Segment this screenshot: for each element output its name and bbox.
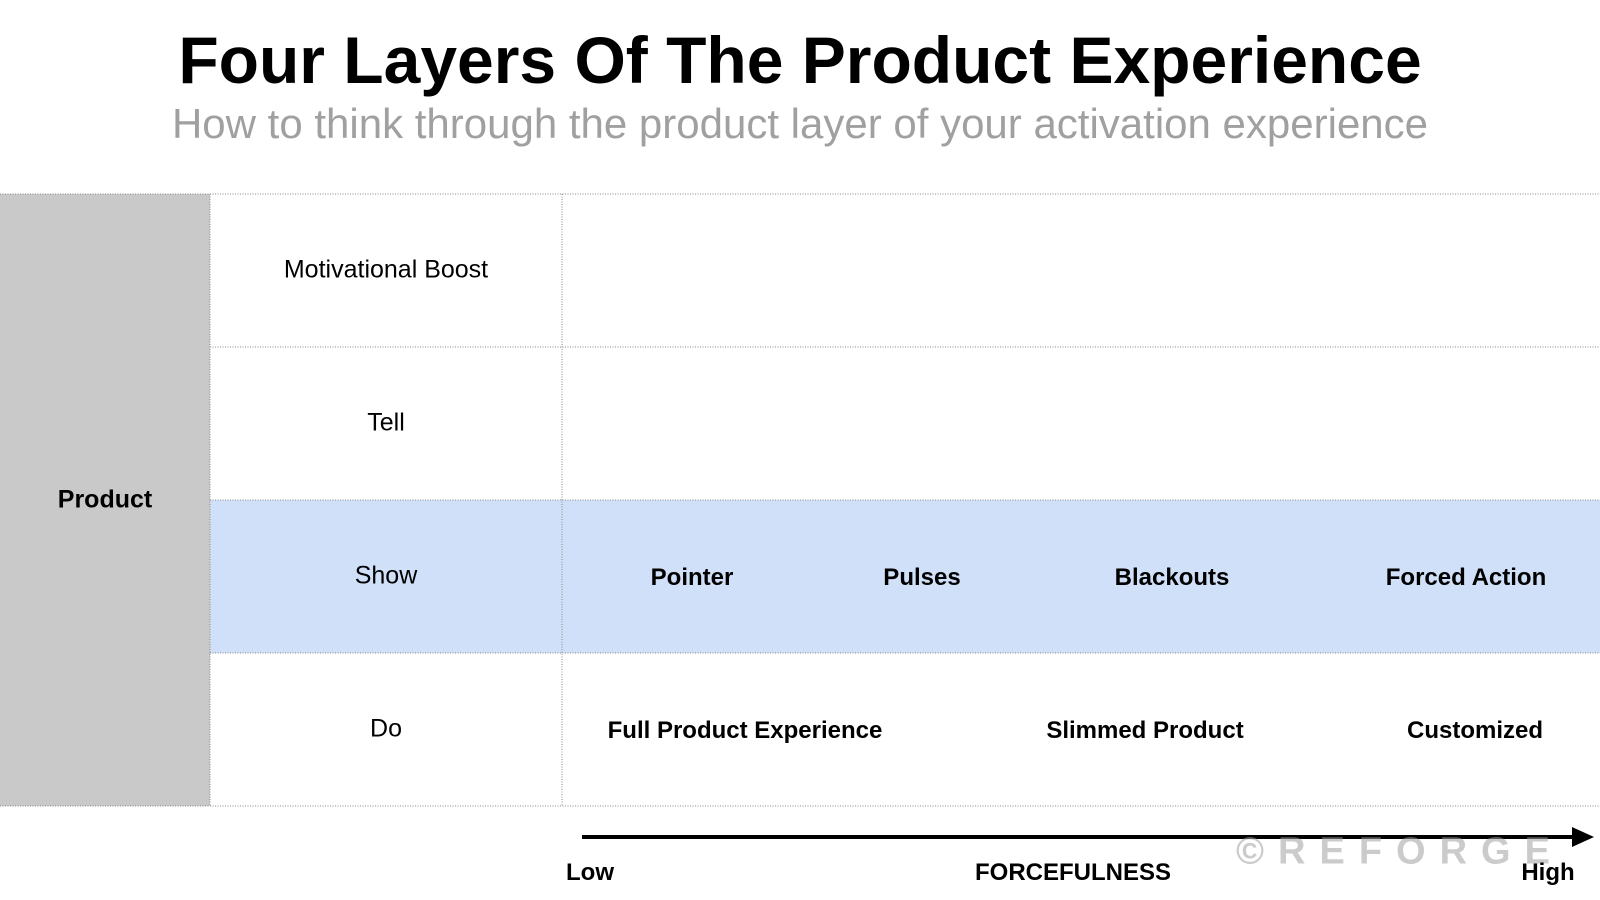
highlight-row	[210, 500, 1600, 653]
arrow-head	[1572, 827, 1594, 847]
axis-low: Low	[566, 859, 614, 886]
row-label: Show	[354, 561, 418, 590]
row-label: Tell	[367, 408, 405, 437]
watermark: ©REFORGE	[1236, 830, 1564, 873]
axis-label: FORCEFULNESS	[974, 859, 1172, 886]
side-label: Product	[57, 485, 153, 514]
tactic: Pointer	[650, 564, 734, 591]
axis-high: High	[1521, 859, 1575, 886]
title: Four Layers Of The Product Experience	[178, 23, 1422, 97]
row-label: Do	[370, 714, 402, 743]
tactic: Forced Action	[1385, 564, 1547, 591]
tactic: Pulses	[883, 564, 961, 591]
tactic: Slimmed Product	[1046, 717, 1244, 744]
side-column	[0, 194, 210, 806]
tactic: Full Product Experience	[607, 717, 883, 744]
tactic: Blackouts	[1114, 564, 1230, 591]
tactic: Customized	[1406, 717, 1544, 744]
subtitle: How to think through the product layer o…	[171, 100, 1429, 147]
row-label: Motivational Boost	[283, 255, 489, 284]
